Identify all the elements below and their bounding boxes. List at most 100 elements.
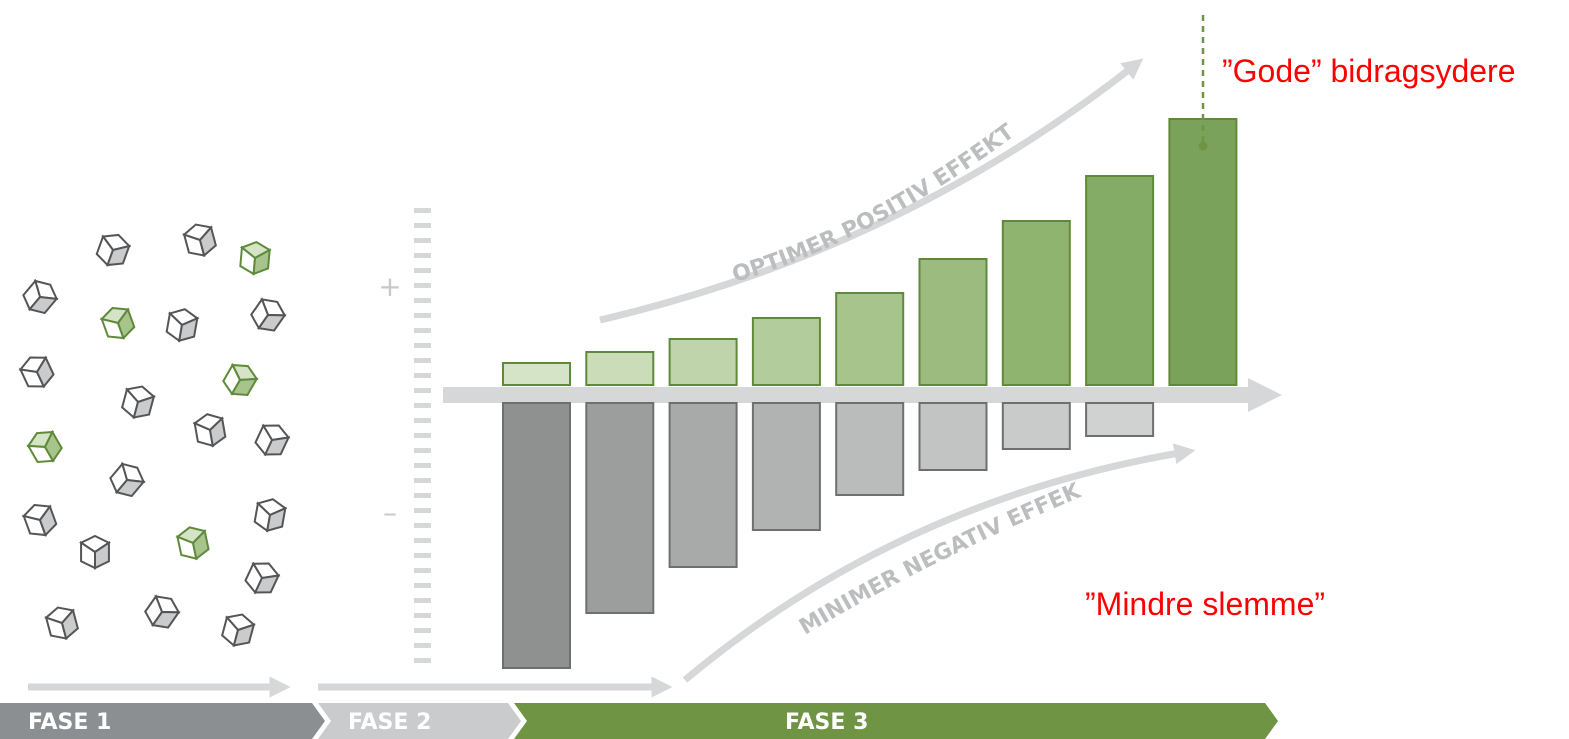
- scale-dash: [414, 508, 431, 513]
- cube-right: [35, 355, 55, 389]
- positive-arrow: [599, 58, 1144, 324]
- cube: [244, 561, 281, 595]
- good-label: ”Gode” bidragsydere: [1222, 53, 1515, 89]
- cube-right: [232, 623, 256, 647]
- cube: [109, 461, 146, 498]
- cube-right: [253, 574, 281, 594]
- cube: [26, 429, 63, 464]
- negative-arrow: [682, 443, 1196, 683]
- cubes: [18, 223, 291, 648]
- cube-right: [263, 436, 291, 456]
- phase-label: FASE 3: [785, 710, 868, 735]
- cube: [175, 526, 210, 561]
- cube: [182, 223, 217, 258]
- cube-right: [94, 540, 110, 570]
- positive-bar: [835, 292, 905, 386]
- cube: [21, 503, 58, 537]
- positive-bar: [1085, 175, 1155, 386]
- cube-right: [198, 225, 217, 258]
- cube: [250, 297, 287, 332]
- positive-bar: [918, 258, 988, 386]
- positive-bar: [751, 317, 821, 386]
- cube-right: [265, 506, 287, 533]
- scale-dash: [414, 553, 431, 558]
- phase3-band: [514, 703, 1278, 739]
- scale-dash: [414, 268, 431, 273]
- negative-bar: [502, 402, 571, 669]
- scale-dash: [414, 538, 431, 543]
- scale-dash: [414, 223, 431, 228]
- scale-dash: [414, 328, 431, 333]
- positive-bar: [1001, 220, 1071, 386]
- cube: [239, 240, 272, 276]
- cube-right: [257, 313, 287, 332]
- phase2-band: [318, 703, 521, 739]
- cube-right: [38, 504, 58, 537]
- cube: [121, 385, 156, 420]
- positive-bar: [668, 338, 738, 386]
- scale-dash: [414, 523, 431, 528]
- scale: [414, 208, 431, 663]
- cube-right: [132, 395, 156, 419]
- phase-label: FASE 1: [28, 710, 111, 735]
- scale-dash: [414, 628, 431, 633]
- negative-bar: [585, 402, 655, 614]
- less-bad-label: ”Mindre slemme”: [1085, 586, 1325, 622]
- cube-right: [208, 416, 227, 448]
- negative-bar: [1085, 402, 1155, 437]
- scale-dash: [414, 643, 431, 648]
- cube-right: [191, 528, 210, 561]
- cube: [144, 594, 181, 629]
- negative-bar: [751, 402, 821, 531]
- scale-dash: [414, 343, 431, 348]
- scale-dash: [414, 313, 431, 318]
- scale-dash: [414, 448, 431, 453]
- scale-dash: [414, 463, 431, 468]
- scale-dash: [414, 283, 431, 288]
- negative-bar: [1001, 402, 1071, 450]
- cube: [192, 413, 227, 448]
- pointer-dot: [1198, 141, 1208, 151]
- plus-sign: +: [378, 270, 401, 303]
- scale-dash: [414, 598, 431, 603]
- scale-dash: [414, 403, 431, 408]
- cube: [253, 498, 288, 533]
- cube-right: [106, 244, 131, 267]
- scale-dash: [414, 493, 431, 498]
- minus-sign: –: [383, 496, 397, 529]
- negative-bar: [668, 402, 738, 568]
- cube-right: [114, 478, 146, 498]
- cube-right: [27, 295, 59, 315]
- cube-right: [177, 316, 199, 343]
- scale-dash: [414, 568, 431, 573]
- cube-right: [116, 307, 136, 340]
- cube-right: [230, 377, 259, 397]
- cube-right: [252, 248, 271, 276]
- scale-dash: [414, 298, 431, 303]
- axis-head: [1248, 378, 1282, 412]
- scale-dash: [414, 613, 431, 618]
- cube: [95, 233, 132, 267]
- scale-dash: [414, 253, 431, 258]
- phase-label: FASE 2: [348, 710, 431, 735]
- positive-bar: [1168, 118, 1238, 386]
- scale-dash: [414, 418, 431, 423]
- bars: [502, 118, 1238, 669]
- scale-dash: [414, 433, 431, 438]
- scale-dash: [414, 478, 431, 483]
- negative-bar: [918, 402, 988, 471]
- cube: [44, 606, 79, 641]
- positive-bar: [502, 362, 571, 386]
- cube: [79, 534, 111, 570]
- scale-dash: [414, 583, 431, 588]
- cube: [99, 306, 136, 340]
- cube: [221, 613, 256, 648]
- scale-dash: [414, 358, 431, 363]
- cube: [254, 423, 291, 457]
- scale-dash: [414, 658, 431, 663]
- cube-right: [151, 610, 181, 629]
- cube: [165, 308, 200, 343]
- positive-bar: [585, 351, 655, 386]
- cube: [222, 362, 259, 397]
